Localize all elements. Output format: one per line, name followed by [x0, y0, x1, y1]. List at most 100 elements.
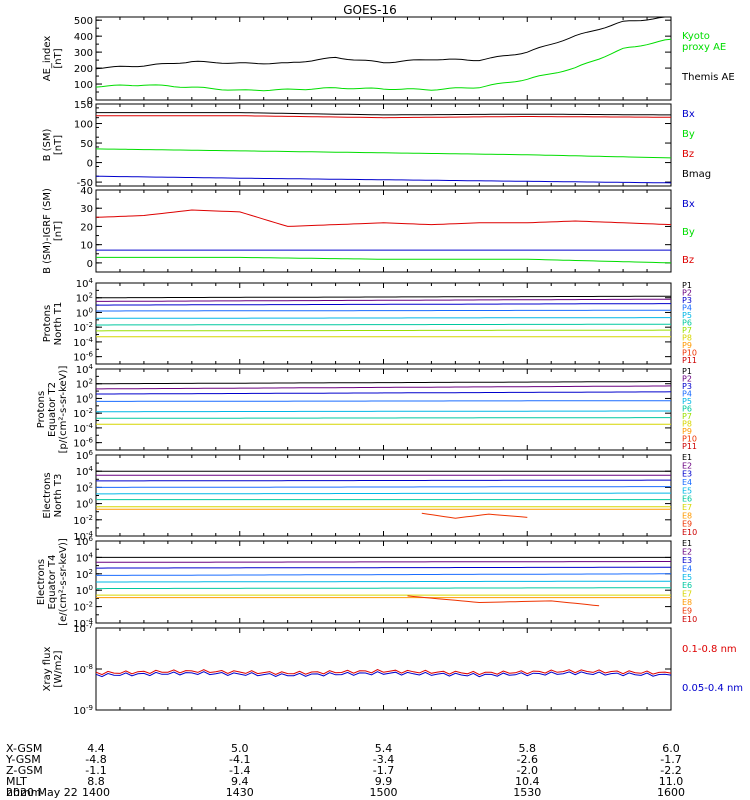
ephemeris-row-label: Y-GSM: [5, 753, 41, 766]
legend-item: E6: [682, 495, 692, 504]
ephemeris-value: -1.4: [229, 764, 250, 777]
y-tick-label: 40: [80, 186, 93, 197]
legend-item: Bx: [682, 109, 695, 120]
panel-frame: [95, 454, 672, 537]
ephemeris-value: 11.0: [659, 775, 684, 788]
series-themis-ae: [95, 16, 671, 70]
series-0-1-0-8-nm: [95, 669, 672, 676]
legend-item: P10: [682, 435, 697, 444]
y-tick-label: 50: [80, 139, 93, 150]
legend-item: E7: [682, 503, 692, 512]
legend-item: P5: [682, 311, 692, 320]
series-p3: [96, 303, 671, 306]
ephemeris-value: 5.8: [519, 742, 537, 755]
series-kyoto-proxy-ae: [95, 38, 672, 92]
legend-item: P8: [682, 420, 692, 429]
legend-item: P3: [682, 296, 692, 305]
series-e6: [96, 587, 671, 590]
ephemeris-value: 1530: [513, 786, 541, 799]
y-tick-label: 102: [76, 378, 93, 391]
y-axis-label: ProtonsEquator T2[p/(cm²-s-sr-keV)]: [36, 366, 69, 454]
legend-item: E10: [682, 615, 697, 624]
series-p6: [96, 323, 671, 326]
legend-item: proxy AE: [682, 42, 726, 53]
series-bz: [96, 115, 672, 119]
ephemeris-value: -1.1: [85, 764, 106, 777]
series-e9: [407, 595, 600, 607]
panel-frame: [95, 282, 672, 365]
ephemeris-value: -2.6: [517, 753, 538, 766]
legend-item: 0.05-0.4 nm: [682, 683, 743, 694]
y-tick-label: 200: [74, 64, 93, 75]
series-e5: [96, 580, 671, 583]
y-tick-label: 104: [76, 465, 94, 478]
legend-item: Kyoto: [682, 31, 710, 42]
y-tick-label: 10-6: [73, 437, 93, 450]
y-tick-label: 100: [76, 498, 93, 511]
ephemeris-value: 1430: [226, 786, 254, 799]
series-p4: [96, 400, 671, 402]
series-p1: [96, 381, 671, 385]
y-tick-label: 100: [74, 80, 93, 91]
series-p6: [96, 417, 671, 419]
y-axis-label: ElectronsEquator T4[e/(cm²-s-sr-keV)]: [36, 538, 69, 626]
legend-item: E3: [682, 470, 692, 479]
y-tick-label: 100: [76, 306, 93, 319]
legend-item: E8: [682, 598, 692, 607]
ephemeris-row-label: MLT: [6, 775, 27, 788]
legend-item: Themis AE: [681, 72, 735, 83]
legend-item: E1: [682, 453, 692, 462]
legend-item: E8: [682, 511, 692, 520]
y-tick-label: 10-2: [73, 321, 93, 334]
ephemeris-value: 1500: [370, 786, 398, 799]
ephemeris-row-label: Z-GSM: [6, 764, 43, 777]
ephemeris-value: 1400: [82, 786, 110, 799]
series-p5: [96, 317, 671, 319]
series-e3: [96, 479, 671, 482]
ephemeris-value: 4.4: [87, 742, 105, 755]
series-p2: [96, 298, 671, 302]
y-tick-label: 300: [74, 48, 93, 59]
legend-item: P5: [682, 397, 692, 406]
y-tick-label: 10-6: [73, 351, 93, 364]
y-axis-label: B (SM)-IGRF (SM)[nT]: [42, 188, 64, 274]
legend-item: By: [682, 227, 695, 238]
y-axis-label: Xray flux[W/m2]: [42, 647, 64, 692]
legend-item: Bz: [682, 149, 694, 160]
series-e4: [96, 486, 671, 488]
series-by: [95, 148, 672, 159]
y-tick-label: 10-9: [73, 704, 93, 717]
series-e2: [96, 561, 671, 563]
y-tick-label: 10-2: [73, 514, 93, 527]
series-p2: [96, 385, 672, 390]
panel-frame: [95, 368, 672, 451]
legend-item: P9: [682, 341, 692, 350]
legend-item: E2: [682, 461, 692, 470]
y-tick-label: 0: [87, 159, 93, 170]
legend-item: E9: [682, 520, 692, 529]
y-tick-label: 106: [76, 535, 94, 548]
y-tick-label: 104: [76, 363, 94, 376]
legend-item: P2: [682, 289, 692, 298]
y-tick-label: 102: [76, 568, 93, 581]
y-axis-label: AE_index[nT]: [42, 36, 64, 82]
series-e3: [96, 566, 671, 569]
panel-eeq: 106 104 102 100 10-2 10-4 ElectronsEquator T4[…: [36, 535, 697, 630]
y-tick-label: 10-2: [73, 601, 93, 614]
y-tick-label: 10-2: [73, 407, 93, 420]
legend-item: P7: [682, 326, 692, 335]
series-p3: [96, 391, 672, 395]
y-axis-label: B (SM)[nT]: [42, 128, 64, 161]
y-tick-label: 30: [80, 204, 93, 215]
y-tick-label: 100: [74, 120, 93, 131]
legend-item: E6: [682, 581, 692, 590]
legend-item: Bz: [682, 255, 694, 266]
y-tick-label: 104: [76, 277, 94, 290]
ephemeris-value: 5.4: [375, 742, 393, 755]
ephemeris-row-label: hhmm: [6, 786, 41, 799]
y-axis-label: ElectronsNorth T3: [42, 472, 64, 518]
ephemeris-value: -2.2: [660, 764, 681, 777]
